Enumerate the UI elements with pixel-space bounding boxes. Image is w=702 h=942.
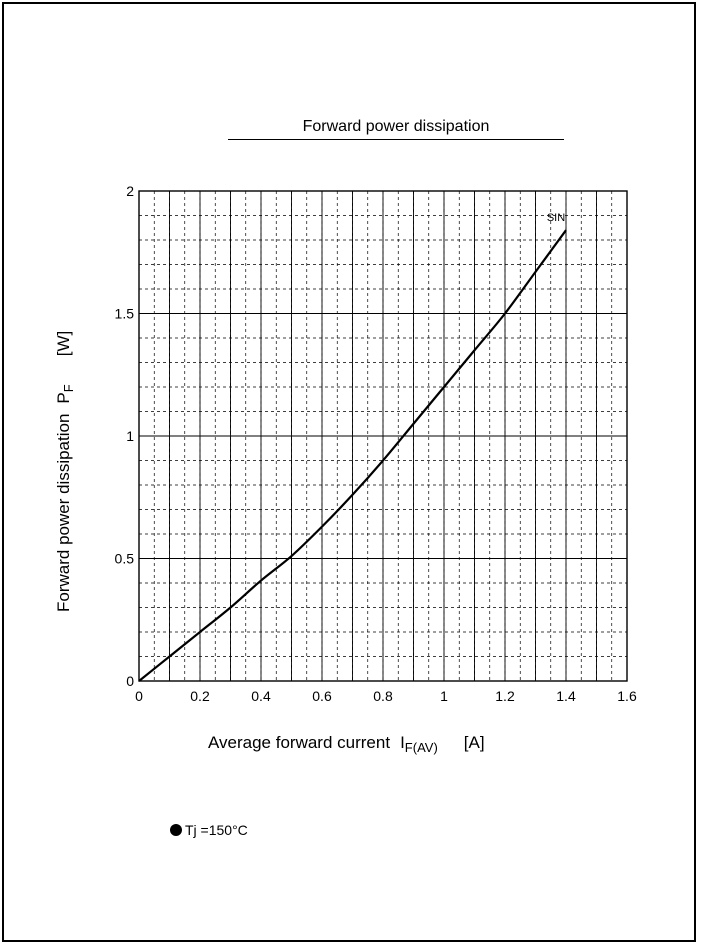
y-tick-label: 1.5 [115, 306, 135, 322]
x-tick-label: 1.4 [556, 688, 576, 704]
series-line-sin [138, 229, 567, 682]
bullet-dot-icon [170, 824, 182, 836]
condition-text: Tj =150°C [185, 822, 248, 838]
x-tick-label: 1.6 [617, 688, 637, 704]
y-tick-label: 0 [126, 673, 134, 689]
x-tick-label: 1 [440, 688, 448, 704]
y-axis-label-text: Forward power dissipation [54, 413, 73, 612]
y-tick-label: 1 [126, 428, 134, 444]
y-tick-label: 2 [126, 183, 134, 199]
y-tick-labels: 0 0.5 1 1.5 2 [115, 183, 135, 689]
major-grid [139, 191, 627, 681]
chart-title: Forward power dissipation [228, 118, 564, 140]
x-tick-label: 0.8 [373, 688, 393, 704]
y-axis-label: Forward power dissipation PF [W] [54, 330, 76, 612]
series-label: SIN [547, 212, 565, 224]
x-tick-label: 0 [135, 688, 143, 704]
series-layer: SIN [138, 212, 567, 682]
x-axis-label-text: Average forward current [208, 733, 391, 752]
x-axis-unit: [A] [463, 733, 485, 752]
y-axis-symbol: P [54, 392, 73, 404]
x-tick-label: 0.6 [312, 688, 332, 704]
x-axis-subscript: F(AV) [404, 740, 438, 755]
condition-note: Tj =150°C [170, 822, 248, 838]
plot-frame [138, 190, 628, 682]
x-axis-label: Average forward current IF(AV) [A] [208, 733, 485, 755]
x-tick-label: 0.2 [190, 688, 210, 704]
x-tick-label: 1.2 [495, 688, 515, 704]
x-tick-label: 0.4 [251, 688, 271, 704]
y-axis-unit: [W] [54, 330, 73, 357]
y-axis-subscript: F [61, 384, 76, 393]
y-tick-label: 0.5 [115, 551, 135, 567]
x-tick-labels: 0 0.2 0.4 0.6 0.8 1 1.2 1.4 1.6 [135, 688, 637, 704]
x-axis-symbol: I [400, 733, 405, 752]
